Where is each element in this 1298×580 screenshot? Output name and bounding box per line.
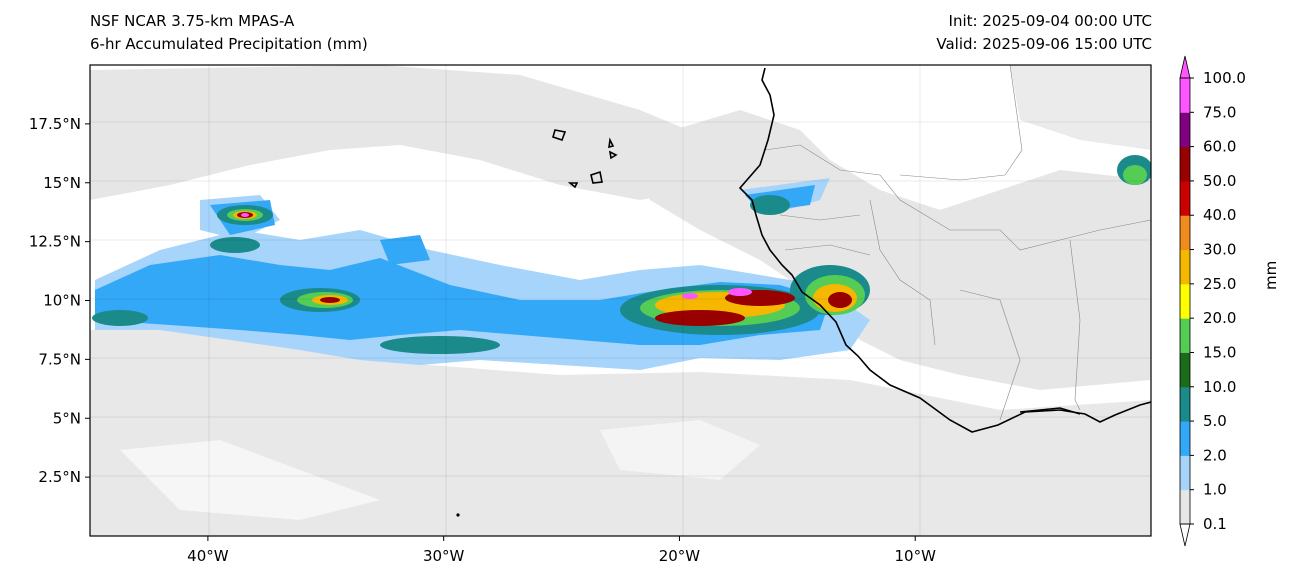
island-dot [456,513,460,517]
lat-tick-label: 10°N [43,292,81,310]
coastline [552,67,1151,433]
colorbar-unit-label: mm [1262,260,1280,290]
lon-tick-label: 30°W [423,547,465,565]
colorbar-segment [1180,112,1190,148]
colorbar-level-label: 100.0 [1203,69,1246,87]
colorbar-segment [1180,352,1190,388]
lat-tick-label: 15°N [43,174,81,192]
lat-tick-label: 7.5°N [38,350,81,368]
colorbar-level-label: 30.0 [1203,241,1236,259]
lat-tick-label: 17.5°N [29,115,81,133]
colorbar-level-label: 25.0 [1203,275,1236,293]
colorbar-level-label: 75.0 [1203,103,1236,121]
axis-ticks: 40°W 30°W 20°W 10°W 17.5°N 15°N 12.5°N 10°N 7.5°… [29,115,936,565]
colorbar-level-label: 20.0 [1203,309,1236,327]
country-borders [764,65,1151,421]
colorbar-segment [1180,489,1190,525]
colorbar-segment [1180,421,1190,456]
colorbar-segment [1180,249,1190,285]
field-title: 6-hr Accumulated Precipitation (mm) [90,35,368,53]
lat-tick-label: 12.5°N [29,233,81,251]
colorbar-level-label: 2.0 [1203,446,1227,464]
colorbar-segment [1180,386,1190,422]
colorbar: 0.1 1.0 2.0 5.0 10.0 15.0 20.0 25.0 30.0 40.0 50.0… [1179,55,1246,547]
graticule [90,65,1151,536]
init-time: Init: 2025-09-04 00:00 UTC [948,12,1152,30]
colorbar-extend-max [1179,55,1191,79]
colorbar-segment [1180,78,1190,113]
colorbar-level-label: 10.0 [1203,378,1236,396]
colorbar-level-label: 40.0 [1203,206,1236,224]
colorbar-level-label: 60.0 [1203,138,1236,156]
precip-75mm [241,213,752,299]
colorbar-segment [1180,180,1190,216]
light-precip-field [90,65,1151,536]
lon-tick-label: 10°W [895,547,937,565]
valid-time: Valid: 2025-09-06 15:00 UTC [936,35,1152,53]
lon-tick-label: 20°W [659,547,701,565]
colorbar-segment [1180,318,1190,353]
lat-tick-label: 2.5°N [38,468,81,486]
colorbar-segment [1180,146,1190,182]
colorbar-level-label: 15.0 [1203,343,1236,361]
colorbar-level-label: 50.0 [1203,172,1236,190]
lat-tick-label: 5°N [53,409,81,427]
colorbar-extend-min [1179,523,1191,547]
colorbar-segment [1180,455,1190,491]
colorbar-outline [1179,77,1191,525]
colorbar-segment [1180,283,1190,319]
colorbar-segment [1180,215,1190,251]
lon-tick-label: 40°W [187,547,229,565]
colorbar-level-label: 0.1 [1203,515,1227,533]
colorbar-level-label: 1.0 [1203,481,1227,499]
model-title: NSF NCAR 3.75-km MPAS-A [90,12,295,30]
colorbar-level-label: 5.0 [1203,412,1227,430]
